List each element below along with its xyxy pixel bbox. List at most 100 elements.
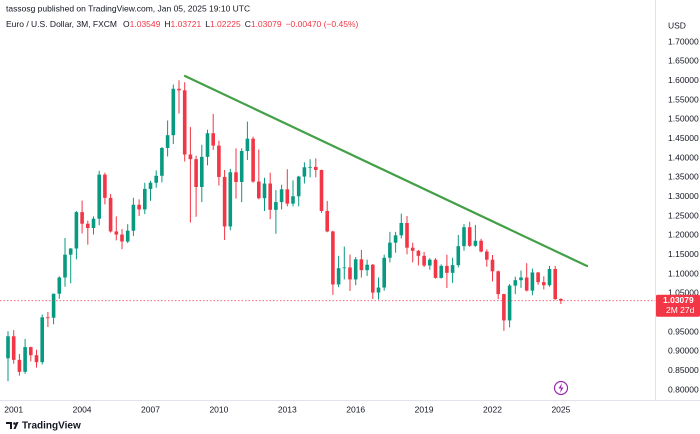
candle-body — [314, 166, 318, 170]
ohlc-value: 1.03721 — [171, 19, 202, 29]
y-tick-label: 1.70000 — [668, 36, 699, 46]
last-price-box — [656, 294, 700, 317]
candle-body — [222, 176, 227, 227]
candle-body — [262, 183, 267, 199]
candle-body — [359, 259, 364, 271]
publisher-line: tassosg published on TradingView.com, Ja… — [6, 3, 250, 13]
candle-body — [376, 287, 381, 293]
candle-body — [410, 247, 415, 251]
candle-body — [456, 246, 461, 266]
candle-body — [473, 240, 478, 246]
candle-body — [524, 277, 529, 291]
x-tick-label: 2001 — [4, 404, 23, 414]
y-tick-label: 1.50000 — [668, 114, 699, 124]
candle-body — [536, 272, 540, 283]
x-tick-label: 2013 — [278, 404, 297, 414]
currency-label: USD — [668, 20, 686, 30]
candle-body — [302, 167, 307, 177]
candle-body — [80, 212, 84, 224]
candle-body — [274, 202, 278, 210]
x-tick-label: 2022 — [483, 404, 502, 414]
candle-body — [120, 234, 124, 242]
ohlc-value: 1.02225 — [210, 19, 241, 29]
candle-body — [530, 272, 535, 291]
y-tick-label: 0.90000 — [668, 346, 699, 356]
candle-body — [194, 159, 198, 187]
candle-body — [91, 218, 96, 228]
candle-body — [239, 151, 244, 182]
candle-body — [502, 294, 506, 321]
candle-body — [74, 212, 79, 249]
y-tick-label: 1.25000 — [668, 210, 699, 220]
candle-body — [34, 355, 39, 363]
candle-body — [154, 175, 158, 183]
candle-body — [29, 347, 33, 356]
candle-body — [513, 280, 518, 286]
y-tick-label: 1.45000 — [668, 133, 699, 143]
candle-body — [68, 248, 73, 255]
candle-body — [108, 197, 113, 232]
candle-body — [308, 166, 312, 168]
x-tick-label: 2007 — [141, 404, 160, 414]
candle-body — [200, 156, 204, 187]
candle-body — [559, 298, 563, 301]
candle-body — [160, 147, 164, 176]
candle-body — [325, 210, 329, 232]
y-tick-label: 1.10000 — [668, 268, 699, 278]
y-tick-label: 1.35000 — [668, 172, 699, 182]
change: −0.00470 (−0.45%) — [286, 19, 359, 29]
ohlc-label: H — [164, 19, 170, 29]
event-icon-bolt — [558, 383, 564, 393]
candle-body — [205, 133, 210, 157]
candle-body — [433, 259, 438, 278]
candle-body — [291, 196, 295, 204]
candle-body — [479, 240, 483, 252]
candle-body — [23, 347, 27, 372]
y-tick-label: 1.20000 — [668, 230, 699, 240]
footer-brand: TradingView — [22, 421, 81, 432]
candle-body — [63, 254, 67, 278]
candle-body — [353, 259, 358, 280]
candle-body — [342, 267, 347, 269]
candle-body — [393, 235, 398, 243]
candle-body — [399, 222, 404, 236]
candle-body — [51, 293, 56, 318]
y-tick-label: 1.65000 — [668, 56, 699, 66]
x-tick-label: 2019 — [415, 404, 434, 414]
candle-body — [547, 268, 552, 286]
candle-body — [6, 336, 10, 359]
candle-body — [257, 181, 261, 199]
candle-body — [137, 204, 141, 210]
candle-body — [365, 264, 369, 271]
y-tick-label: 1.40000 — [668, 152, 699, 162]
candle-body — [542, 282, 546, 286]
symbol-line: Euro / U.S. Dollar, 3M, FXCM O1.03549 H1.0… — [6, 19, 359, 29]
candle-body — [131, 204, 136, 231]
ohlc-label: C — [245, 19, 251, 29]
candle-body — [405, 222, 409, 248]
candle-body — [279, 189, 284, 203]
candle-body — [245, 138, 250, 152]
candle-body — [507, 285, 512, 321]
y-tick-label: 1.60000 — [668, 75, 699, 85]
candle-body — [86, 223, 90, 228]
candle-body — [348, 267, 352, 280]
x-tick-label: 2010 — [209, 404, 228, 414]
candle-body — [46, 317, 50, 319]
candle-body — [382, 257, 386, 288]
candle-body — [490, 259, 495, 272]
y-tick-label: 1.55000 — [668, 94, 699, 104]
ohlc-value: 1.03079 — [251, 19, 282, 29]
candle-body — [188, 154, 193, 160]
candles — [6, 80, 563, 382]
candle-body — [371, 264, 375, 293]
candle-body — [125, 230, 130, 242]
x-tick-label: 2016 — [346, 404, 365, 414]
candle-body — [148, 182, 153, 189]
candle-body — [439, 265, 443, 278]
y-tick-label: 0.85000 — [668, 365, 699, 375]
candle-body — [519, 277, 523, 281]
candle-body — [165, 135, 170, 148]
candle-body — [11, 336, 16, 360]
